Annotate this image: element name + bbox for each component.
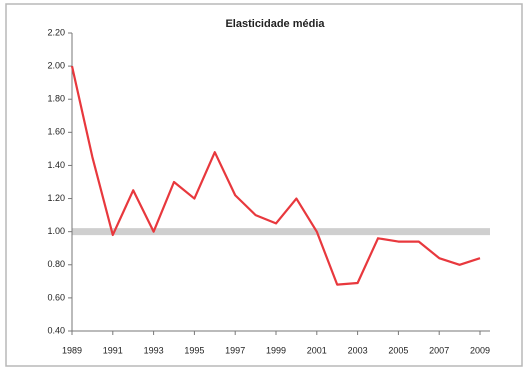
y-tick-label: 1.80: [47, 94, 65, 104]
x-tick-label: 2009: [470, 345, 490, 355]
y-tick-label: 1.20: [47, 193, 65, 203]
x-tick-label: 1995: [184, 345, 204, 355]
x-tick-label: 1991: [103, 345, 123, 355]
chart-frame: [5, 3, 523, 367]
y-tick-label: 1.60: [47, 127, 65, 137]
y-tick-label: 1.00: [47, 226, 65, 236]
x-tick-label: 1989: [62, 345, 82, 355]
x-tick-label: 2005: [388, 345, 408, 355]
x-tick-label: 1997: [225, 345, 245, 355]
x-tick-label: 2001: [307, 345, 327, 355]
chart-title: Elasticidade média: [225, 18, 325, 30]
y-tick-label: 0.60: [47, 292, 65, 302]
x-tick-label: 2007: [429, 345, 449, 355]
x-tick-label: 1999: [266, 345, 286, 355]
data-line: [70, 65, 481, 286]
y-tick-label: 2.00: [47, 60, 65, 70]
y-tick-label: 2.20: [47, 27, 65, 37]
y-tick-label: 1.40: [47, 160, 65, 170]
y-tick-label: 0.40: [47, 325, 65, 335]
y-tick-label: 0.80: [47, 259, 65, 269]
x-tick-label: 2003: [348, 345, 368, 355]
x-tick-label: 1993: [144, 345, 164, 355]
